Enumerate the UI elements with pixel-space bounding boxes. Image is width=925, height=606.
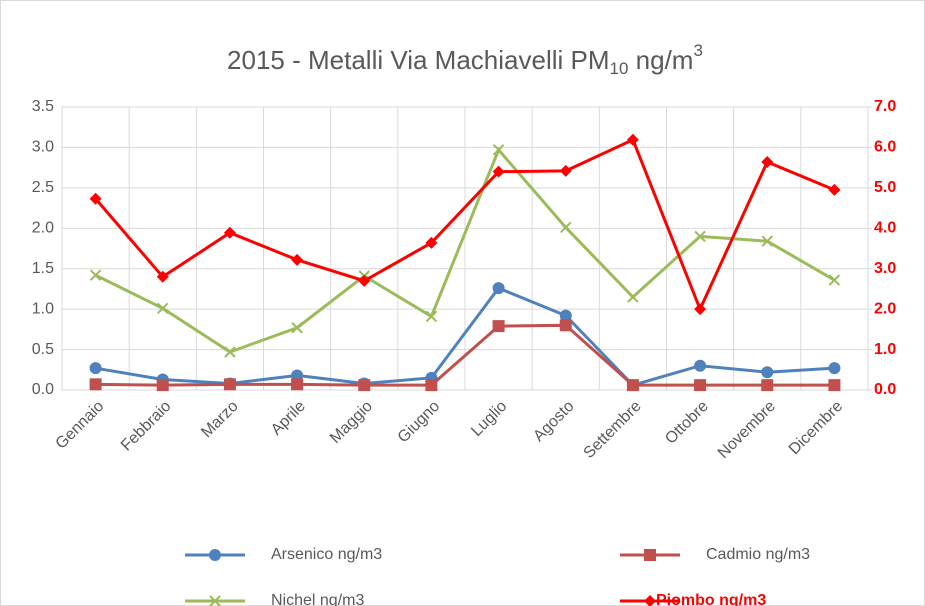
marker	[761, 366, 774, 379]
marker	[358, 379, 371, 392]
marker	[223, 378, 236, 391]
y2-tick-label: 1.0	[874, 341, 896, 358]
marker	[492, 144, 505, 156]
legend-label: Nichel ng/m3	[271, 592, 364, 606]
marker	[492, 165, 505, 178]
marker	[644, 549, 656, 561]
y2-tick-label: 7.0	[874, 98, 896, 115]
marker	[694, 230, 706, 243]
series-line	[94, 147, 836, 354]
title-main: 2015 - Metalli Via Machiavelli PM	[227, 45, 609, 75]
marker	[209, 595, 221, 606]
series-line	[95, 323, 835, 387]
marker	[89, 192, 102, 205]
marker	[209, 549, 221, 561]
marker	[291, 253, 304, 266]
marker	[559, 319, 572, 332]
y2-tick-label: 5.0	[874, 179, 896, 196]
marker	[626, 379, 639, 392]
marker	[694, 303, 707, 316]
marker	[425, 310, 438, 323]
marker	[492, 320, 505, 333]
marker	[828, 362, 841, 375]
y-tick-label: 3.0	[32, 139, 54, 156]
marker	[224, 346, 236, 358]
marker	[89, 378, 102, 391]
marker	[156, 270, 169, 283]
y-tick-label: 0.5	[32, 341, 54, 358]
marker	[828, 274, 841, 286]
marker	[626, 133, 639, 146]
marker	[559, 309, 572, 322]
marker	[492, 282, 505, 295]
y-tick-label: 3.5	[32, 98, 54, 115]
title-sub: 10	[610, 59, 629, 78]
y2-tick-label: 6.0	[874, 139, 896, 156]
legend-label: Piombo ng/m3	[656, 592, 766, 606]
marker	[157, 302, 169, 315]
marker	[761, 379, 774, 392]
marker	[560, 221, 572, 234]
marker	[828, 379, 841, 392]
y-tick-label: 2.0	[32, 220, 54, 237]
marker	[559, 164, 572, 177]
marker	[425, 236, 438, 249]
marker	[425, 379, 438, 392]
marker	[291, 378, 304, 391]
y2-tick-label: 2.0	[874, 300, 896, 317]
marker	[694, 359, 707, 372]
marker	[291, 322, 303, 334]
series-line	[95, 286, 835, 387]
marker	[761, 155, 774, 168]
title-unit: ng/m	[628, 45, 693, 75]
y2-tick-label: 4.0	[874, 220, 896, 237]
y-tick-label: 1.0	[32, 300, 54, 317]
y-tick-label: 0.0	[32, 381, 54, 398]
marker	[761, 235, 773, 247]
y-tick-label: 2.5	[32, 179, 54, 196]
legend-label: Cadmio ng/m3	[706, 546, 810, 563]
y-tick-label: 1.5	[32, 260, 54, 277]
marker	[644, 595, 656, 606]
chart-title: 2015 - Metalli Via Machiavelli PM10 ng/m…	[227, 41, 703, 78]
marker	[828, 183, 841, 196]
legend-label: Arsenico ng/m3	[271, 546, 382, 563]
title-sup: 3	[693, 41, 702, 60]
y2-tick-label: 0.0	[874, 381, 896, 398]
series-line	[94, 137, 835, 313]
marker	[627, 291, 639, 303]
y2-tick-label: 3.0	[874, 260, 896, 277]
marker	[89, 362, 102, 375]
marker	[89, 269, 102, 281]
marker	[223, 226, 236, 239]
marker	[156, 379, 169, 392]
marker	[358, 274, 371, 287]
marker	[694, 379, 707, 392]
